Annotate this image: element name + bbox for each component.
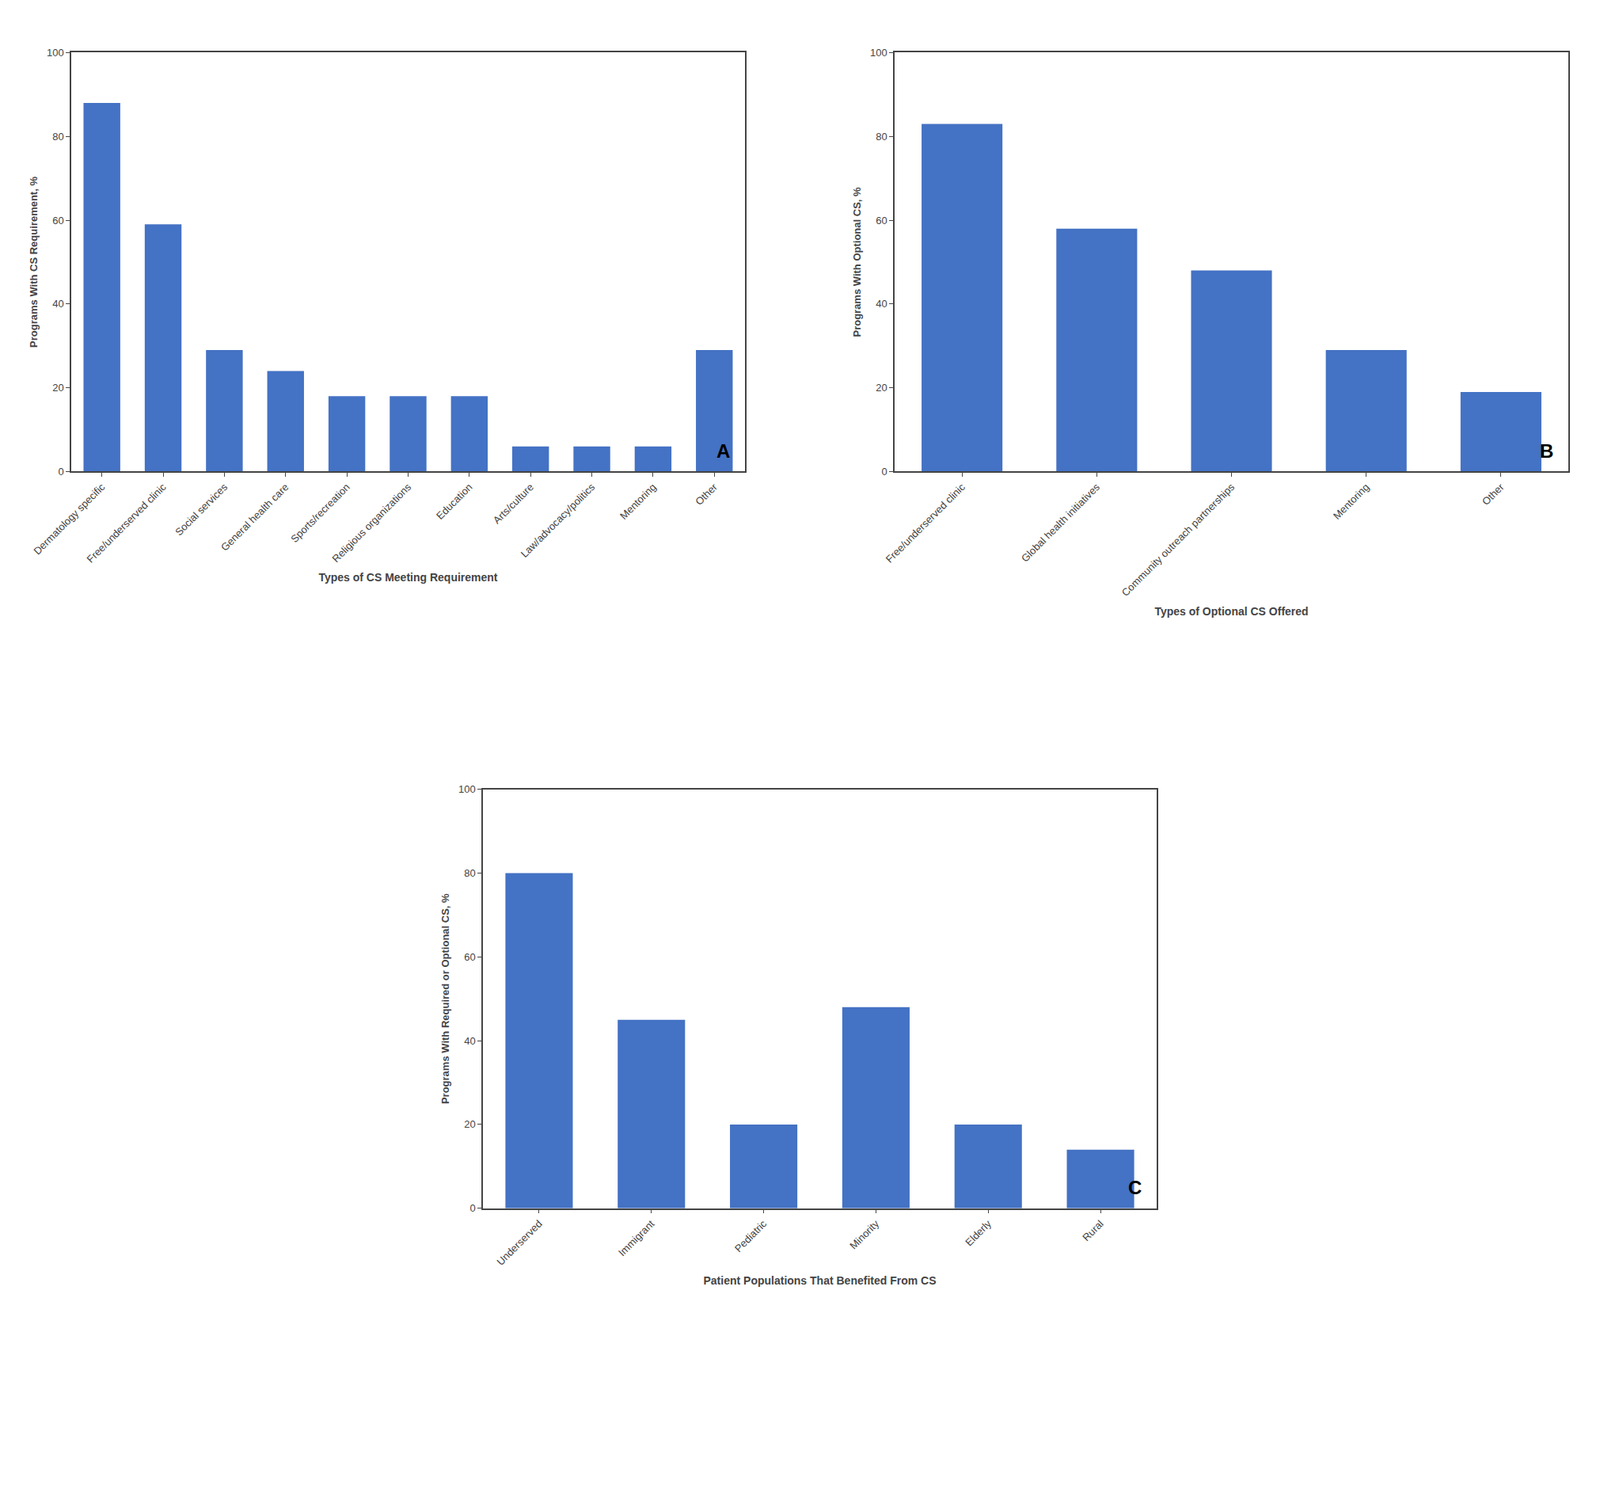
svg-text:Free/underserved clinic: Free/underserved clinic <box>84 480 170 566</box>
svg-text:40: 40 <box>52 297 64 310</box>
svg-text:100: 100 <box>458 782 476 795</box>
svg-text:Programs With CS Requirement,: Programs With CS Requirement, % <box>27 176 40 348</box>
svg-text:20: 20 <box>52 381 64 394</box>
svg-text:0: 0 <box>469 1201 476 1214</box>
svg-text:Immigrant: Immigrant <box>615 1216 658 1258</box>
svg-text:Sports/recreation: Sports/recreation <box>288 480 353 545</box>
svg-text:Other: Other <box>1479 480 1507 508</box>
svg-text:Types of Optional CS Offered: Types of Optional CS Offered <box>1154 604 1308 618</box>
svg-text:40: 40 <box>875 297 887 310</box>
svg-text:20: 20 <box>463 1117 476 1130</box>
svg-text:Underserved: Underserved <box>494 1217 544 1268</box>
svg-text:Programs With Required or Opti: Programs With Required or Optional CS, % <box>439 893 452 1104</box>
svg-text:80: 80 <box>52 130 64 143</box>
svg-text:80: 80 <box>463 866 476 879</box>
svg-text:Mentoring: Mentoring <box>617 480 658 521</box>
svg-text:100: 100 <box>46 46 65 59</box>
svg-text:0: 0 <box>881 465 887 478</box>
svg-text:Rural: Rural <box>1079 1217 1106 1244</box>
svg-text:Dermatology specific: Dermatology specific <box>30 480 107 557</box>
svg-text:A: A <box>716 440 730 462</box>
svg-text:80: 80 <box>875 130 887 143</box>
svg-text:Religious organizations: Religious organizations <box>330 480 415 565</box>
svg-text:Other: Other <box>692 480 720 508</box>
svg-text:Arts/culture: Arts/culture <box>490 480 536 526</box>
svg-text:0: 0 <box>57 465 64 478</box>
svg-text:Pediatric: Pediatric <box>732 1216 770 1255</box>
svg-text:Elderly: Elderly <box>962 1216 994 1248</box>
svg-text:Community outreach partnership: Community outreach partnerships <box>1119 480 1238 599</box>
svg-text:General health care: General health care <box>218 480 291 553</box>
svg-text:Minority: Minority <box>847 1216 882 1251</box>
svg-text:60: 60 <box>875 214 887 227</box>
svg-text:C: C <box>1128 1176 1142 1198</box>
svg-text:40: 40 <box>463 1034 476 1047</box>
svg-text:Global health initiatives: Global health initiatives <box>1018 480 1103 564</box>
svg-text:Education: Education <box>433 480 475 521</box>
svg-text:20: 20 <box>875 381 887 394</box>
svg-text:Free/underserved clinic: Free/underserved clinic <box>883 480 969 566</box>
svg-text:100: 100 <box>870 46 888 59</box>
svg-text:60: 60 <box>52 214 64 227</box>
svg-text:Law/advocacy/politics: Law/advocacy/politics <box>518 480 598 560</box>
svg-text:B: B <box>1539 440 1554 462</box>
svg-text:Patient Populations That Benef: Patient Populations That Benefited From … <box>703 1273 936 1287</box>
svg-text:60: 60 <box>463 950 476 963</box>
svg-text:Social services: Social services <box>172 480 230 538</box>
svg-text:Types of CS Meeting Requiremen: Types of CS Meeting Requirement <box>318 570 498 584</box>
svg-text:Mentoring: Mentoring <box>1330 480 1372 521</box>
svg-text:Programs With Optional CS, %: Programs With Optional CS, % <box>851 186 863 338</box>
